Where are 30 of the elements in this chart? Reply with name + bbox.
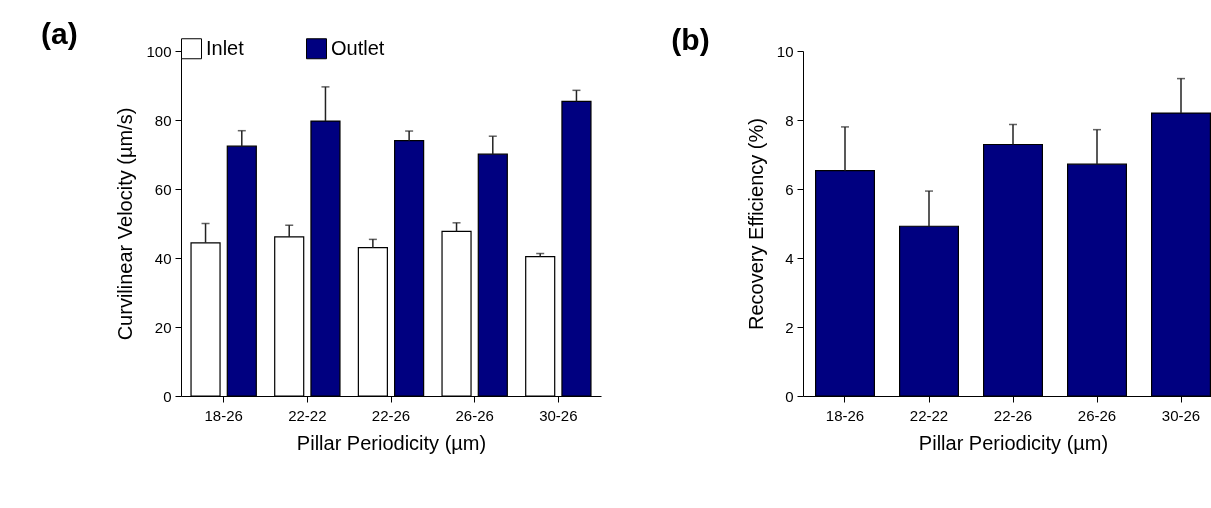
y-tick-label: 2 bbox=[785, 318, 794, 336]
x-tick-label: 26-26 bbox=[1077, 406, 1117, 424]
y-tick-label: 0 bbox=[163, 387, 172, 405]
y-tick-label: 40 bbox=[154, 249, 172, 267]
y-axis-title: Recovery Efficiency (%) bbox=[744, 118, 767, 330]
x-axis-title: Pillar Periodicity (µm) bbox=[918, 431, 1109, 454]
y-tick-label: 8 bbox=[785, 111, 794, 129]
y-tick-label: 10 bbox=[776, 42, 794, 60]
y-tick-label: 80 bbox=[154, 111, 172, 129]
x-axis-title: Pillar Periodicity (µm) bbox=[296, 431, 487, 454]
x-tick-label: 30-26 bbox=[1161, 406, 1201, 424]
legend-label: Outlet bbox=[331, 36, 385, 59]
y-tick-label: 4 bbox=[785, 249, 794, 267]
x-tick-label: 22-26 bbox=[993, 406, 1033, 424]
x-tick-label: 22-22 bbox=[909, 406, 949, 424]
y-axis-title: Curvilinear Velocity (µm/s) bbox=[114, 107, 137, 341]
y-tick-label: 0 bbox=[785, 387, 794, 405]
chart-title: (b) bbox=[671, 23, 710, 56]
y-tick-label: 6 bbox=[785, 180, 794, 198]
x-tick-label: 26-26 bbox=[455, 406, 494, 424]
chart-title: (a) bbox=[40, 17, 78, 50]
x-tick-label: 18-26 bbox=[204, 406, 243, 424]
x-tick-label: 22-22 bbox=[288, 406, 327, 424]
x-tick-label: 22-26 bbox=[371, 406, 411, 424]
x-tick-label: 18-26 bbox=[825, 406, 865, 424]
legend-label: Inlet bbox=[206, 36, 245, 59]
y-tick-label: 20 bbox=[154, 318, 172, 336]
y-tick-label: 100 bbox=[146, 42, 172, 60]
y-tick-label: 60 bbox=[154, 180, 172, 198]
x-tick-label: 30-26 bbox=[539, 406, 578, 424]
